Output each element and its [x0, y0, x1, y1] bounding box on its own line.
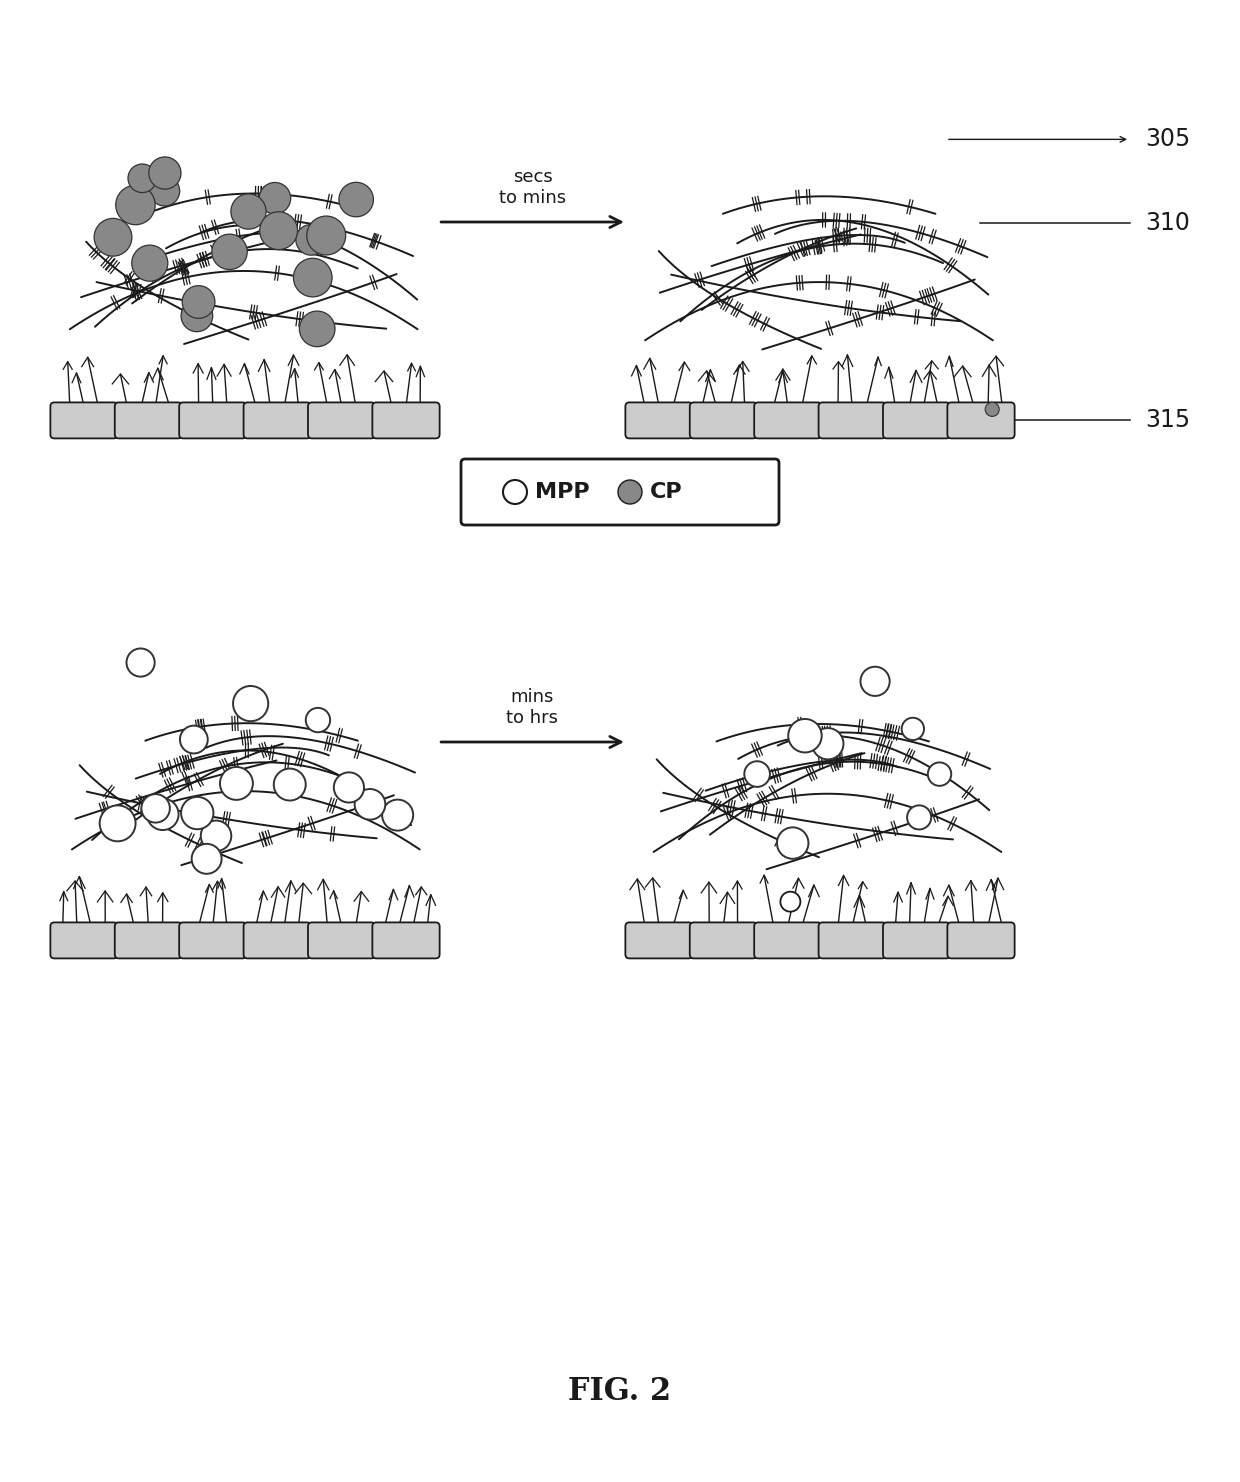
Circle shape [382, 800, 413, 830]
Circle shape [181, 299, 213, 332]
Text: CP: CP [650, 482, 683, 502]
FancyBboxPatch shape [461, 459, 779, 525]
Circle shape [780, 892, 800, 911]
Circle shape [233, 686, 268, 722]
FancyBboxPatch shape [372, 922, 440, 959]
Circle shape [339, 182, 373, 216]
Text: 315: 315 [1145, 409, 1190, 433]
Circle shape [744, 762, 770, 787]
Circle shape [259, 182, 290, 213]
Circle shape [131, 245, 167, 282]
Circle shape [212, 234, 247, 270]
FancyBboxPatch shape [754, 403, 821, 439]
Circle shape [150, 176, 180, 206]
Circle shape [99, 805, 135, 842]
FancyBboxPatch shape [372, 403, 440, 439]
FancyBboxPatch shape [818, 403, 885, 439]
Circle shape [181, 797, 213, 830]
FancyBboxPatch shape [625, 922, 693, 959]
Circle shape [115, 185, 155, 225]
FancyBboxPatch shape [818, 922, 885, 959]
Text: 310: 310 [1145, 212, 1190, 236]
FancyBboxPatch shape [689, 403, 758, 439]
Circle shape [259, 212, 298, 249]
Circle shape [141, 794, 170, 823]
Text: mins
to hrs: mins to hrs [506, 688, 558, 728]
Circle shape [618, 480, 642, 504]
Circle shape [294, 258, 332, 296]
Circle shape [274, 769, 306, 800]
Circle shape [201, 821, 232, 851]
FancyBboxPatch shape [179, 922, 247, 959]
Circle shape [928, 762, 951, 785]
FancyBboxPatch shape [308, 403, 376, 439]
Circle shape [182, 286, 215, 319]
FancyBboxPatch shape [51, 922, 118, 959]
FancyBboxPatch shape [754, 922, 821, 959]
Circle shape [908, 805, 931, 830]
FancyBboxPatch shape [947, 403, 1014, 439]
FancyBboxPatch shape [689, 922, 758, 959]
Circle shape [812, 728, 843, 759]
Circle shape [219, 768, 253, 800]
Circle shape [334, 772, 365, 803]
Circle shape [180, 726, 208, 753]
Circle shape [149, 157, 181, 190]
Circle shape [306, 216, 346, 255]
Circle shape [789, 719, 822, 753]
Circle shape [299, 311, 335, 347]
Text: MPP: MPP [534, 482, 590, 502]
FancyBboxPatch shape [115, 403, 182, 439]
Circle shape [503, 480, 527, 504]
Circle shape [861, 667, 889, 697]
Circle shape [296, 224, 326, 255]
FancyBboxPatch shape [179, 403, 247, 439]
FancyBboxPatch shape [883, 403, 950, 439]
Circle shape [192, 843, 222, 874]
Circle shape [986, 403, 999, 416]
FancyBboxPatch shape [625, 403, 693, 439]
Circle shape [355, 788, 386, 820]
FancyBboxPatch shape [883, 922, 950, 959]
Circle shape [128, 165, 156, 193]
FancyBboxPatch shape [947, 922, 1014, 959]
Circle shape [777, 827, 808, 858]
Circle shape [94, 218, 131, 256]
FancyBboxPatch shape [243, 922, 311, 959]
Circle shape [306, 708, 330, 732]
Circle shape [148, 799, 179, 830]
Text: 305: 305 [1145, 127, 1190, 151]
Circle shape [126, 649, 155, 677]
FancyBboxPatch shape [51, 403, 118, 439]
Circle shape [231, 194, 267, 230]
Circle shape [901, 717, 924, 740]
Text: secs
to mins: secs to mins [498, 167, 567, 207]
FancyBboxPatch shape [243, 403, 311, 439]
Text: FIG. 2: FIG. 2 [568, 1377, 672, 1408]
FancyBboxPatch shape [308, 922, 376, 959]
FancyBboxPatch shape [115, 922, 182, 959]
